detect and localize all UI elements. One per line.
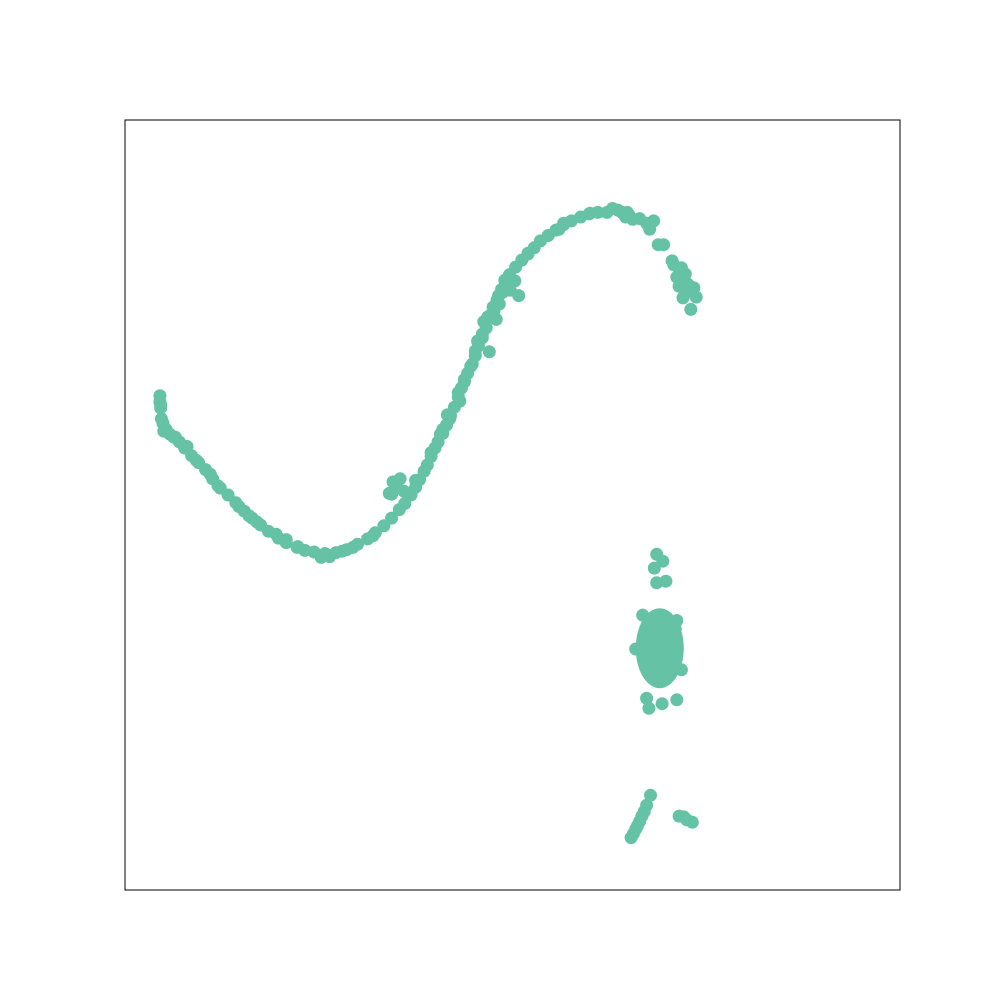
scatter-point (457, 373, 471, 386)
scatter-point (495, 286, 509, 299)
scatter-point (512, 289, 526, 303)
scatter-point (397, 484, 411, 498)
scatter-point (269, 527, 283, 541)
scatter-point (346, 540, 360, 554)
scatter-point (656, 554, 670, 568)
scatter-point (667, 258, 681, 272)
scatter-point (168, 430, 182, 444)
scatter-point (335, 544, 349, 558)
scatter-point (521, 246, 535, 260)
scatter-point (465, 357, 479, 371)
scatter-point (482, 345, 496, 359)
scatter-point (385, 487, 399, 501)
scatter-point (385, 511, 399, 525)
scatter-point (475, 327, 489, 341)
scatter-point (583, 206, 597, 220)
scatter-point (684, 302, 698, 316)
scatter-point (232, 500, 246, 513)
scatter-point (676, 291, 690, 305)
scatter-point (677, 810, 691, 824)
scatter-point (670, 693, 684, 707)
scatter-point (644, 788, 657, 802)
scatter-point (620, 205, 634, 219)
scatter-point (393, 472, 407, 486)
scatter-point (189, 453, 203, 467)
scatter-point (552, 222, 566, 236)
scatter-point (291, 540, 305, 554)
scatter-point (180, 440, 194, 453)
scatter-point (409, 473, 423, 487)
scatter-point (203, 467, 217, 481)
scatter-point (508, 274, 522, 288)
scatter-point (647, 214, 661, 228)
scatter-point (424, 446, 438, 460)
scatter-point (211, 479, 225, 493)
scatter-point (468, 344, 482, 358)
scatter-point (443, 412, 457, 426)
scatter-point (624, 831, 638, 845)
scatter-point (323, 550, 337, 564)
scatter-point (279, 533, 293, 547)
scatter-point (242, 509, 256, 523)
scatter-point (366, 529, 380, 543)
scatter-point (453, 394, 467, 408)
plot-frame (124, 119, 901, 891)
scatter-point (487, 304, 501, 318)
points-layer (153, 202, 703, 845)
scatter-point (678, 267, 692, 281)
scatter-point (659, 574, 673, 588)
scatter-point (657, 238, 671, 252)
scatter-point (642, 701, 656, 715)
scatter-point (498, 273, 512, 287)
scatter-point (640, 691, 654, 705)
scatter-point (154, 398, 168, 412)
dense-cluster-blob (635, 608, 684, 689)
scatter-point (436, 423, 450, 436)
scatter-point (157, 424, 171, 438)
scatter-point (689, 290, 703, 304)
scatter-point (655, 697, 669, 711)
